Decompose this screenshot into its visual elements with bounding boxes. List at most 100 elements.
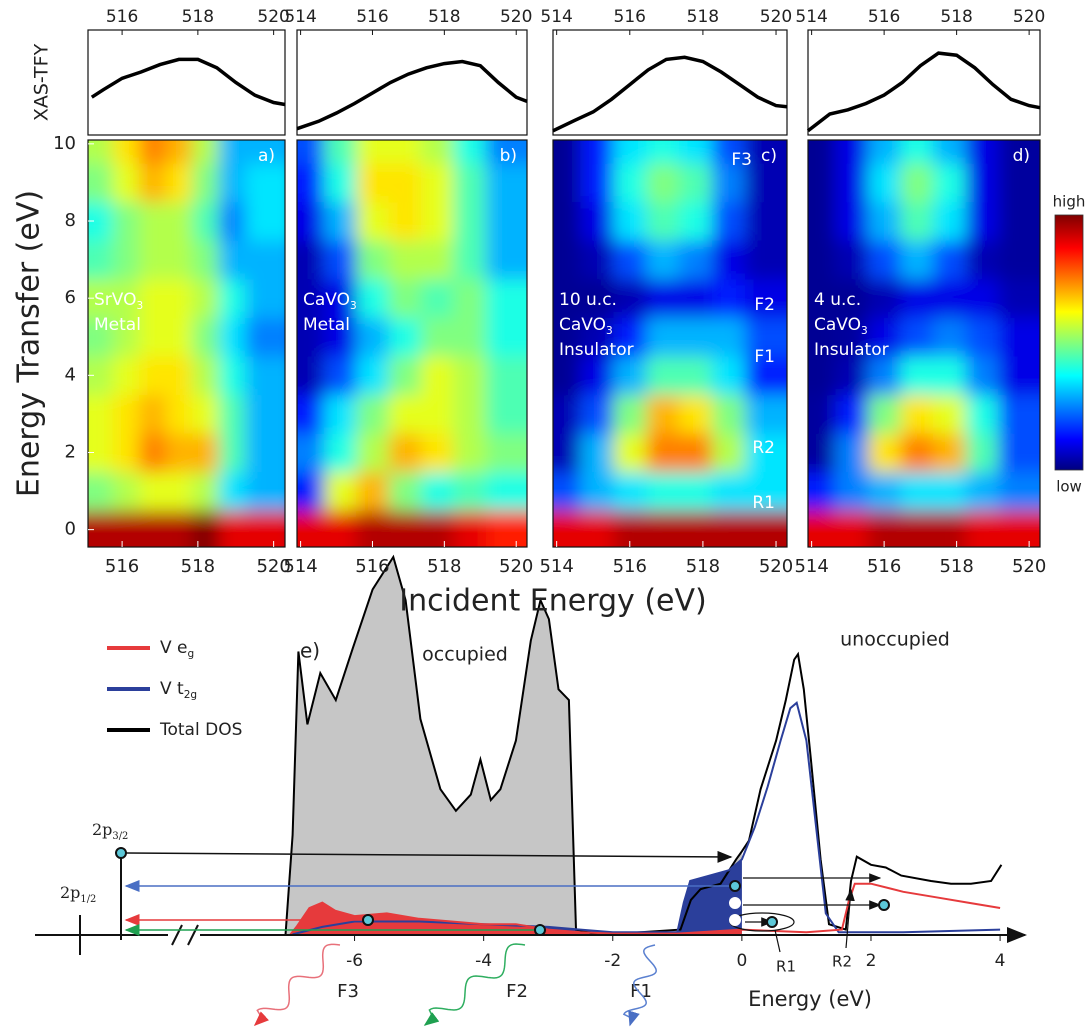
y-tick-label: 2 [65, 441, 76, 462]
annotation: CaVO3 [559, 315, 613, 337]
heatmap-cell [485, 278, 527, 318]
heatmap-cell [485, 140, 527, 164]
heatmap-cell [646, 278, 680, 318]
heatmap-cell [808, 163, 836, 203]
heatmap-cell [420, 510, 454, 547]
heatmap-cell [744, 394, 787, 434]
heatmap-cell [323, 356, 357, 396]
heatmap-cell [485, 356, 527, 396]
heatmap-cell [165, 433, 193, 473]
heatmap-cell [485, 394, 527, 434]
legend-label: V t2g [160, 679, 197, 701]
heatmap-cell [297, 394, 325, 434]
heatmap-cell [192, 163, 220, 203]
occupied-area [285, 557, 742, 935]
heatmap-cell [453, 240, 487, 280]
panel-label: e) [300, 639, 320, 663]
heatmap-cell [900, 163, 934, 203]
heatmap-cell [112, 471, 140, 511]
transition-label: R1 [776, 958, 796, 976]
legend-label-main: V e [160, 638, 188, 658]
heatmap-cell [744, 240, 787, 280]
heatmap-cell [245, 201, 285, 241]
heatmap-cell [553, 201, 581, 241]
heatmap-cell [245, 356, 285, 396]
heatmap-cell [192, 201, 220, 241]
heatmap-cell [808, 433, 836, 473]
x-tick-label: 520 [760, 7, 792, 27]
heatmap-cell [297, 140, 325, 164]
heatmap-cell [165, 394, 193, 434]
electron [766, 916, 778, 928]
heatmap-cell [323, 278, 357, 318]
heatmap-cell [323, 471, 357, 511]
heatmap-cell [613, 394, 647, 434]
heatmap-cell [218, 240, 246, 280]
heatmap-cell [998, 163, 1040, 203]
heatmap-cell [835, 240, 869, 280]
heatmap-cell [218, 471, 246, 511]
heatmap [297, 140, 527, 547]
heatmap-cell [646, 201, 680, 241]
x-tick-label: 4 [995, 951, 1006, 971]
heatmap-cell [88, 317, 114, 357]
xas-curve [90, 57, 286, 107]
heatmap-cell [965, 140, 999, 164]
feature-label: F3 [731, 150, 752, 170]
annotation-sub: 3 [350, 300, 357, 312]
electron [729, 880, 741, 892]
heatmap-cell [356, 394, 390, 434]
heatmap-cell [998, 433, 1040, 473]
x-tick-label: 520 [257, 7, 289, 27]
heatmap-cell [867, 163, 901, 203]
heatmap-cell [613, 163, 647, 203]
x-tick-label: 514 [540, 7, 572, 27]
heatmap-cell [485, 201, 527, 241]
plot-frame [807, 29, 1041, 136]
heatmap-cell [112, 433, 140, 473]
heatmap-cell [388, 394, 422, 434]
annotation-main: Metal [303, 315, 350, 335]
heatmap-cell [998, 240, 1040, 280]
heatmap-cell [965, 433, 999, 473]
heatmap-cell [485, 433, 527, 473]
heatmap-cell [580, 240, 614, 280]
heatmap-cell [679, 240, 713, 280]
annotation-main: CaVO [559, 315, 606, 335]
heatmap-cell [998, 140, 1040, 164]
heatmap-cell [245, 140, 285, 164]
xas-curve [552, 55, 788, 133]
heatmap-cell [139, 163, 167, 203]
heatmap-cell [388, 510, 422, 547]
heatmap-cell [679, 356, 713, 396]
y-tick-label: 0 [65, 519, 76, 540]
heatmap-cell [712, 140, 746, 164]
heatmap-cell [679, 471, 713, 511]
transition-label: F2 [506, 981, 528, 1002]
legend-label-sub: 2g [184, 689, 197, 701]
heatmap-cell [553, 433, 581, 473]
heatmap-cell [388, 201, 422, 241]
dos-line [284, 554, 1003, 937]
heatmap-cell [453, 510, 487, 547]
heatmap-cell [553, 394, 581, 434]
legend-label-main: V t [160, 679, 184, 699]
plot-frame [552, 29, 788, 136]
heatmap-cell [580, 140, 614, 164]
heatmap-cell [613, 317, 647, 357]
heatmap-cell [192, 356, 220, 396]
region-label: occupied [422, 644, 508, 666]
heatmap-cell [245, 278, 285, 318]
heatmap-cell [867, 510, 901, 547]
heatmap-cell [453, 356, 487, 396]
heatmap-cell [388, 240, 422, 280]
heatmap-cell [998, 394, 1040, 434]
heatmap-cell [356, 140, 390, 164]
heatmap-cell [965, 394, 999, 434]
heatmap-cell [808, 317, 836, 357]
x-tick-label: 518 [686, 556, 720, 577]
heatmap-cell [297, 356, 325, 396]
electron [534, 924, 546, 936]
heatmap-cell [553, 317, 581, 357]
heatmap-cell [580, 510, 614, 547]
